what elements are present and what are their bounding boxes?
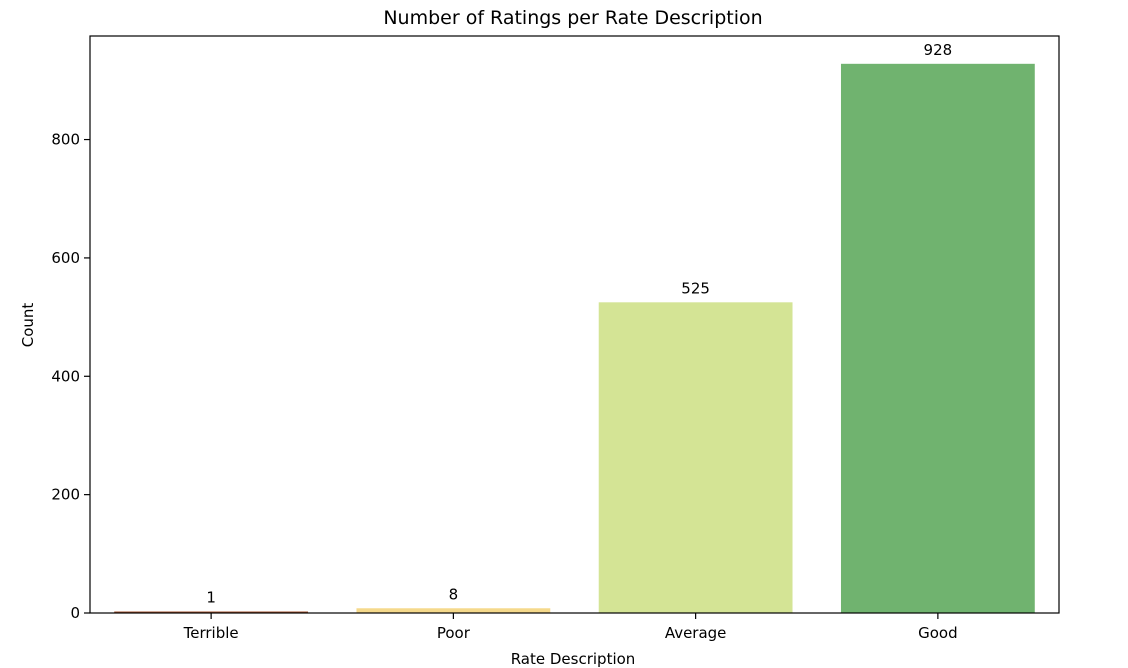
y-tick-label: 400: [51, 367, 80, 385]
plot-frame: [89, 35, 1060, 614]
y-axis-label: Count: [19, 303, 37, 348]
chart-title: Number of Ratings per Rate Description: [383, 7, 762, 29]
x-tick-label: Average: [665, 624, 727, 642]
bar-average: [598, 302, 793, 613]
x-tick-label: Terrible: [183, 624, 239, 642]
data-label-terrible: 1: [206, 589, 216, 607]
data-label-average: 525: [681, 279, 710, 297]
data-label-poor: 8: [449, 585, 459, 603]
bar-poor: [356, 608, 551, 613]
bar-good: [840, 63, 1035, 614]
y-tick-label: 200: [51, 486, 80, 504]
x-tick-label: Good: [918, 624, 958, 642]
data-label-good: 928: [924, 41, 953, 59]
bar-terrible: [114, 611, 309, 613]
x-tick-label: Poor: [437, 624, 471, 642]
x-axis-label: Rate Description: [511, 650, 636, 668]
y-tick-label: 0: [70, 604, 80, 622]
y-tick-label: 800: [51, 131, 80, 149]
y-tick-label: 600: [51, 249, 80, 267]
